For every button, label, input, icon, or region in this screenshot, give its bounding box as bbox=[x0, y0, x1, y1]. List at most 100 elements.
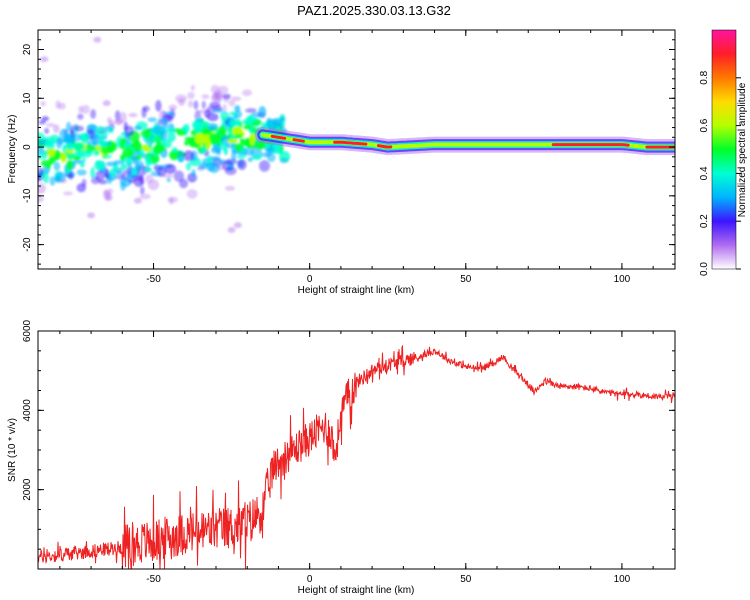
x-tick-label: 0 bbox=[307, 274, 313, 285]
x-tick-label: -50 bbox=[146, 274, 161, 285]
spectrogram-blob bbox=[183, 150, 195, 162]
spectrogram-ridge bbox=[254, 126, 675, 156]
spectrogram-blob bbox=[203, 121, 210, 129]
x-tick-label: 100 bbox=[614, 274, 631, 285]
spectrogram-blob bbox=[156, 139, 162, 150]
spectrogram-blob bbox=[52, 124, 60, 134]
y-tick-label: 6000 bbox=[22, 319, 33, 342]
spectrogram-x-label: Height of straight line (km) bbox=[298, 285, 415, 296]
spectrogram-blob bbox=[199, 162, 209, 169]
spectrogram-blob bbox=[190, 84, 195, 91]
snr-panel: -50 0 50 100 2000 4000 6000 Height of straigh… bbox=[7, 319, 676, 596]
spectrogram-blob bbox=[132, 157, 139, 165]
spectrogram-blob bbox=[54, 175, 62, 183]
spectrogram-blob bbox=[266, 118, 277, 130]
spectrogram-blob bbox=[280, 116, 285, 122]
spectrogram-blob bbox=[40, 160, 53, 167]
spectrogram-blob bbox=[217, 125, 227, 135]
snr-line bbox=[38, 344, 675, 569]
spectrogram-blob bbox=[212, 105, 223, 111]
spectrogram-blob bbox=[156, 166, 167, 177]
spectrogram-blob bbox=[91, 176, 100, 185]
spectrogram-blob bbox=[217, 85, 229, 94]
spectrogram-blob bbox=[186, 189, 198, 199]
spectrogram-blob bbox=[108, 126, 114, 134]
spectrogram-blob bbox=[47, 148, 56, 157]
spectrogram-blob bbox=[224, 166, 237, 176]
spectrogram-blob bbox=[53, 161, 61, 171]
spectrogram-blob bbox=[228, 100, 236, 107]
spectrogram-blob bbox=[115, 119, 123, 125]
spectrogram-blob bbox=[179, 178, 189, 189]
spectrogram-blob bbox=[60, 178, 67, 184]
spectrogram-blob bbox=[201, 94, 210, 100]
spectrogram-blob bbox=[225, 158, 238, 165]
y-tick-label: 20 bbox=[22, 44, 33, 56]
colorbar-tick-label: 0.4 bbox=[699, 166, 710, 180]
spectrogram-blob bbox=[150, 137, 159, 142]
spectrogram-blob bbox=[45, 122, 56, 128]
spectrogram-blob bbox=[207, 112, 219, 122]
spectrogram-blob bbox=[172, 147, 178, 153]
colorbar-tick-label: 0.2 bbox=[699, 214, 710, 228]
spectrogram-blob bbox=[87, 212, 96, 219]
spectrogram-blob bbox=[98, 137, 105, 148]
colorbar-ticks: 0.0 0.2 0.4 0.6 0.8 bbox=[699, 70, 741, 276]
spectrogram-blob bbox=[232, 126, 243, 137]
colorbar-tick-label: 0.8 bbox=[699, 70, 710, 84]
spectrogram-blob bbox=[267, 153, 276, 163]
spectrogram-y-label: Frequency (Hz) bbox=[7, 115, 18, 184]
spectrogram-blob bbox=[219, 141, 228, 151]
spectrogram-blob bbox=[44, 139, 56, 147]
colorbar: 0.0 0.2 0.4 0.6 0.8 Normalized spectral ampl… bbox=[699, 29, 748, 276]
spectrogram-blob bbox=[184, 140, 189, 146]
spectrogram-y-ticks: -20 -10 0 10 20 bbox=[22, 29, 675, 265]
spectrogram-blobs bbox=[38, 36, 291, 233]
spectrogram-blob bbox=[216, 165, 226, 171]
spectrogram-blob bbox=[176, 130, 187, 136]
spectrogram-blob bbox=[147, 117, 157, 123]
spectrogram-blob bbox=[162, 118, 169, 130]
y-tick-label: -20 bbox=[22, 237, 33, 252]
spectrogram-blob bbox=[251, 154, 263, 161]
spectrogram-blob bbox=[63, 191, 73, 196]
spectrogram-blob bbox=[102, 154, 112, 159]
spectrogram-blob bbox=[93, 36, 102, 43]
snr-x-label: Height of straight line (km) bbox=[298, 585, 415, 596]
spectrogram-blob bbox=[201, 100, 206, 109]
spectrogram-blob bbox=[185, 162, 192, 171]
spectrogram-blob bbox=[147, 142, 153, 149]
spectrogram-blob bbox=[167, 132, 176, 142]
spectrogram-blob bbox=[162, 173, 174, 179]
colorbar-bar bbox=[711, 29, 737, 270]
spectrogram-blob bbox=[95, 126, 106, 133]
spectrogram-blob bbox=[55, 100, 61, 109]
spectrogram-blob bbox=[60, 152, 67, 163]
spectrogram-blob bbox=[227, 226, 236, 233]
spectrogram-blob bbox=[211, 146, 221, 154]
x-tick-label: 50 bbox=[460, 574, 472, 585]
spectrogram-blob bbox=[81, 104, 90, 114]
spectrogram-blob bbox=[145, 174, 154, 184]
spectrogram-blob bbox=[139, 193, 151, 200]
spectrogram-blob bbox=[167, 196, 179, 203]
spectrogram-ridge-peak bbox=[551, 143, 630, 147]
spectrogram-blob bbox=[103, 189, 108, 197]
figure-title: PAZ1.2025.330.03.13.G32 bbox=[297, 3, 451, 18]
spectrogram-blob bbox=[115, 170, 123, 175]
spectrogram-blob bbox=[113, 160, 125, 165]
spectrogram-blob bbox=[208, 133, 221, 145]
spectrogram-blob bbox=[187, 92, 195, 99]
spectrogram-blob bbox=[272, 149, 284, 155]
spectrogram-blob bbox=[120, 181, 126, 191]
x-tick-label: 0 bbox=[307, 574, 313, 585]
spectrogram-blob bbox=[108, 120, 116, 125]
spectrogram-blob bbox=[205, 138, 211, 150]
spectrogram-blob bbox=[187, 100, 194, 108]
spectrogram-ridge-peak bbox=[376, 144, 393, 149]
spectrogram-blob bbox=[227, 138, 238, 144]
spectrogram-blob bbox=[41, 116, 49, 122]
spectrogram-blob bbox=[123, 125, 135, 137]
spectrogram-blob bbox=[247, 157, 253, 163]
